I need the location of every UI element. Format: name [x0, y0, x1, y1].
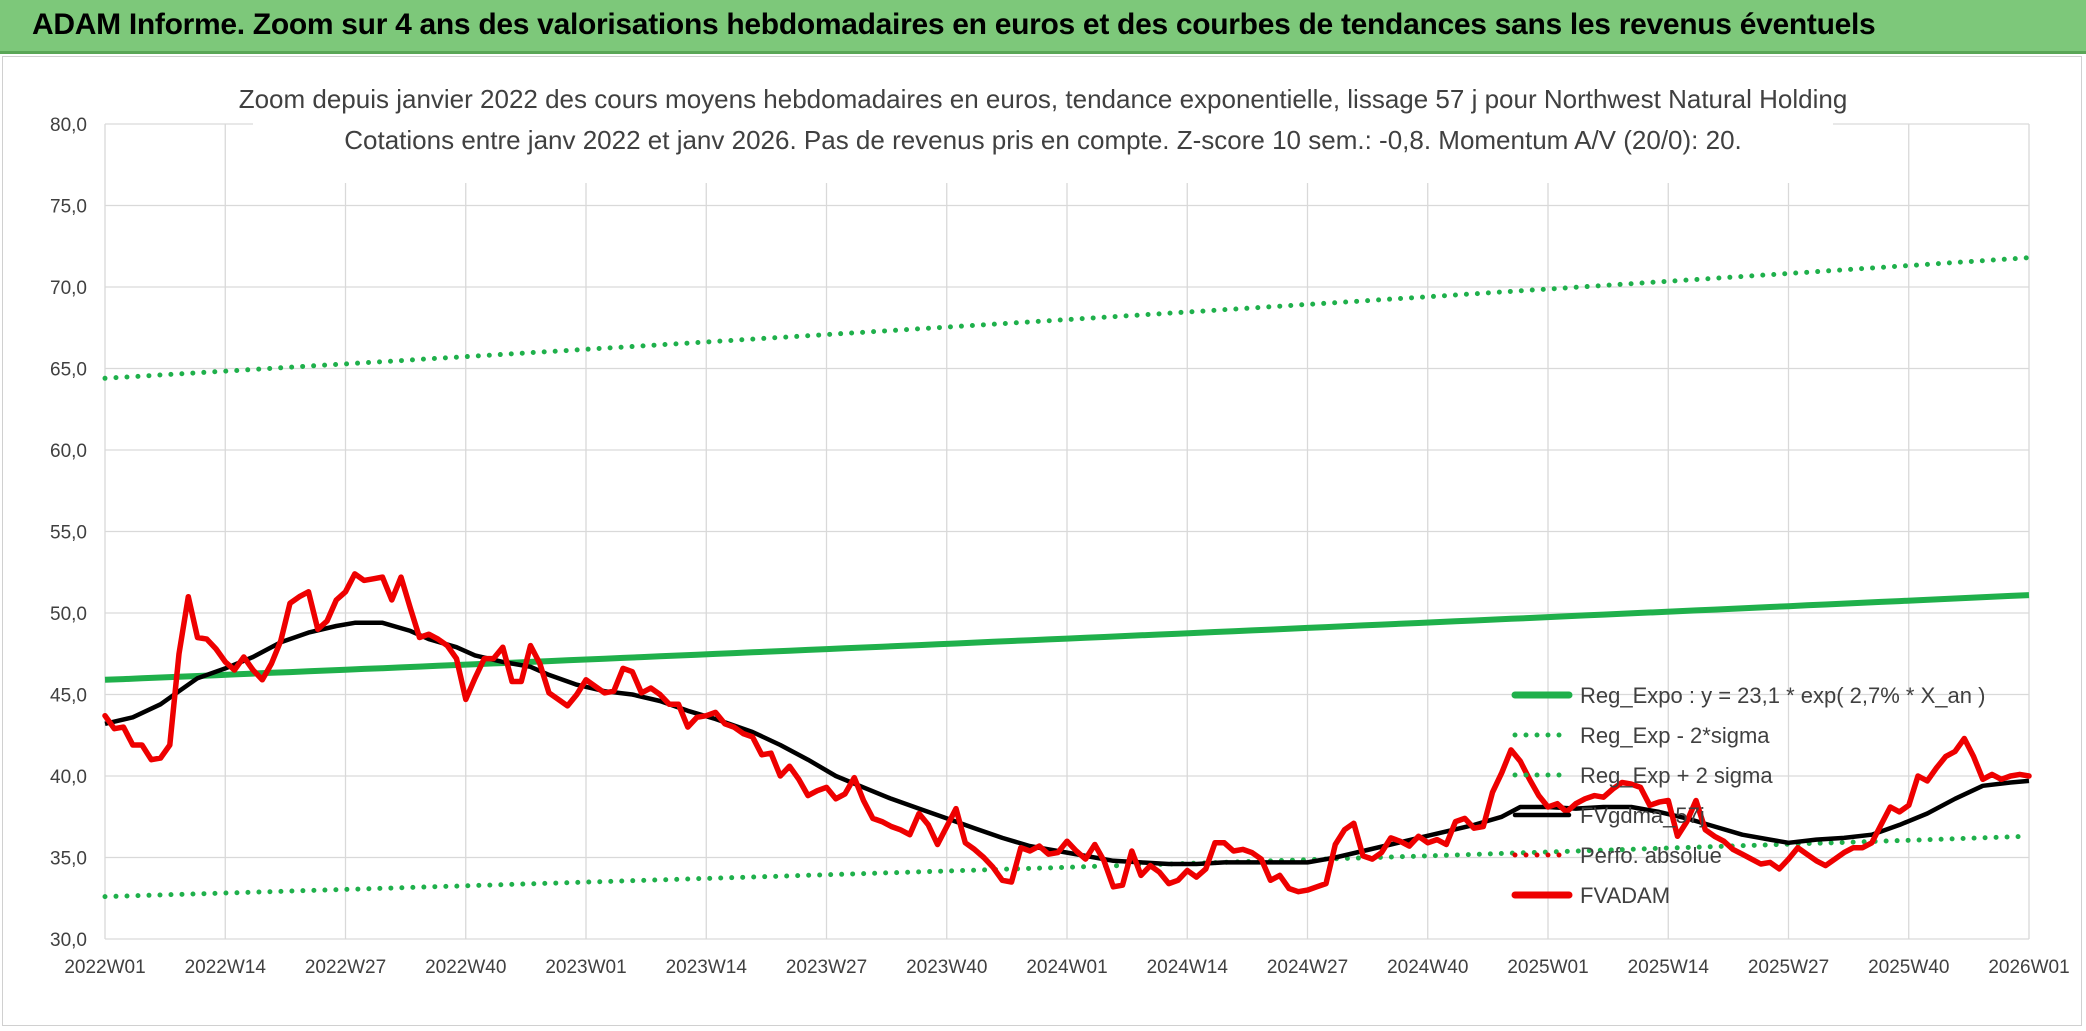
x-tick-label: 2025W01	[1507, 957, 1588, 978]
y-tick-label: 35,0	[50, 849, 87, 870]
x-tick-label: 2023W01	[545, 957, 626, 978]
x-tick-label: 2022W14	[185, 957, 267, 978]
y-tick-label: 50,0	[50, 604, 87, 625]
chart-subtitle: Cotations entre janv 2022 et janv 2026. …	[344, 125, 1742, 155]
banner-title: ADAM Informe. Zoom sur 4 ans des valoris…	[32, 8, 1876, 41]
legend-fvgdma-label: FVgdma_57j	[1580, 803, 1705, 828]
series-reg-exp-plus-2sigma	[102, 255, 2032, 381]
y-tick-label: 40,0	[50, 767, 87, 788]
x-tick-label: 2024W01	[1026, 957, 1107, 978]
legend-reg-exp-minus-label: Reg_Exp - 2*sigma	[1580, 723, 1770, 748]
y-tick-label: 45,0	[50, 686, 87, 707]
legend-fvadam-label: FVADAM	[1580, 883, 1670, 908]
series-fvadam	[102, 571, 2032, 895]
header-banner: ADAM Informe. Zoom sur 4 ans des valoris…	[0, 0, 2086, 54]
y-tick-label: 30,0	[50, 930, 87, 951]
x-tick-label: 2026W01	[1988, 957, 2069, 978]
x-tick-label: 2024W14	[1147, 957, 1229, 978]
y-tick-label: 70,0	[50, 278, 87, 299]
x-tick-label: 2024W40	[1387, 957, 1468, 978]
x-tick-label: 2023W40	[906, 957, 987, 978]
y-tick-label: 80,0	[50, 115, 87, 136]
legend-reg-exp-plus-label: Reg_Exp + 2 sigma	[1580, 763, 1773, 788]
y-tick-label: 75,0	[50, 197, 87, 218]
y-tick-label: 60,0	[50, 441, 87, 462]
legend-perfo-label: Perfo. absolue	[1580, 843, 1722, 868]
y-tick-label: 65,0	[50, 360, 87, 381]
chart-svg: 30,0 35,0 40,0 45,0 50,0 55,0 60,0 65,0 70,0 75,0…	[50, 83, 2070, 978]
series-reg-expo	[104, 592, 2030, 683]
y-tick-label: 55,0	[50, 523, 87, 544]
series-reg-exp-minus-2sigma	[102, 833, 2032, 900]
x-tick-label: 2022W01	[64, 957, 145, 978]
chart-frame: 30,0 35,0 40,0 45,0 50,0 55,0 60,0 65,0 70,0 75,0…	[2, 56, 2082, 1026]
chart-title: Zoom depuis janvier 2022 des cours moyen…	[239, 84, 1848, 114]
x-tick-label: 2025W40	[1868, 957, 1949, 978]
x-tick-label: 2023W27	[786, 957, 867, 978]
x-tick-label: 2022W40	[425, 957, 506, 978]
x-tick-label: 2022W27	[305, 957, 386, 978]
legend-reg-expo-label: Reg_Expo : y = 23,1 * exp( 2,7% * X_an )	[1580, 683, 1985, 708]
x-tick-label: 2025W27	[1748, 957, 1829, 978]
x-tick-label: 2025W14	[1628, 957, 1710, 978]
x-tick-label: 2024W27	[1267, 957, 1348, 978]
x-tick-label: 2023W14	[666, 957, 748, 978]
title-background	[253, 83, 1833, 183]
